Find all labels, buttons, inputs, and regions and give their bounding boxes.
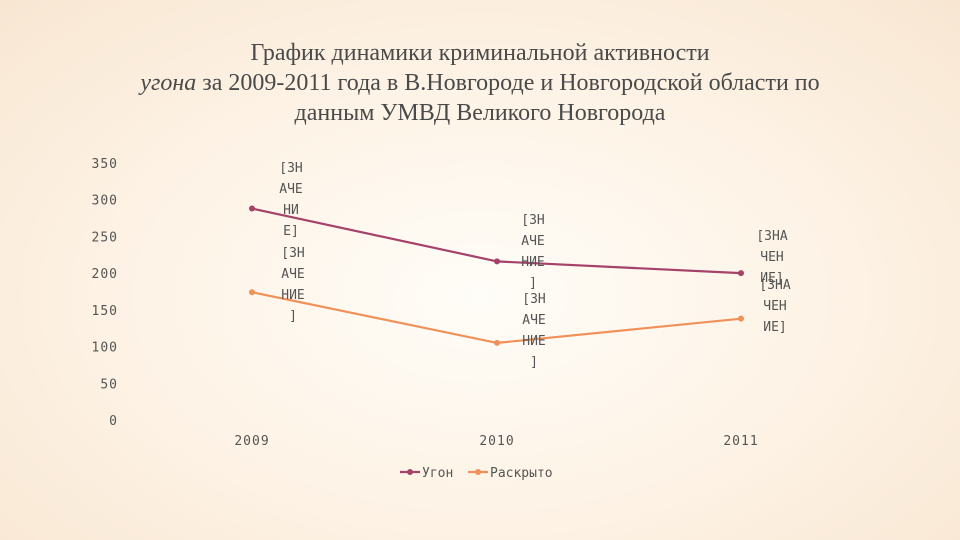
legend-label: Угон [422, 466, 453, 481]
y-tick-label: 50 [100, 377, 118, 392]
legend-item: Раскрыто [468, 466, 553, 481]
legend-marker [475, 469, 481, 475]
data-point [738, 270, 744, 277]
data-point [249, 289, 255, 296]
legend: Угон Раскрыто [400, 466, 553, 481]
data-point [249, 205, 255, 212]
x-axis: 2009 2010 2011 [234, 434, 758, 449]
x-tick-label: 2010 [479, 434, 514, 449]
data-point [738, 315, 744, 322]
y-tick-label: 100 [92, 341, 118, 356]
legend-label: Раскрыто [490, 466, 553, 481]
y-tick-label: 250 [92, 230, 118, 245]
legend-item: Угон [400, 466, 453, 481]
x-tick-label: 2009 [234, 434, 269, 449]
y-axis: 0 50 100 150 200 250 300 350 [92, 157, 118, 429]
y-tick-label: 0 [109, 414, 118, 429]
title-line-2: угона за 2009-2011 года в В.Новгороде и … [60, 68, 900, 98]
data-point [494, 258, 500, 265]
legend-marker [407, 469, 413, 475]
y-tick-label: 300 [92, 194, 118, 209]
y-tick-label: 350 [92, 157, 118, 172]
title-line-1: График динамики криминальной активности [250, 40, 710, 66]
series-layer [249, 205, 744, 346]
y-tick-label: 150 [92, 304, 118, 319]
chart-title: График динамики криминальной активности … [60, 38, 900, 128]
series-line [251, 291, 742, 345]
title-line-2-rest: за 2009-2011 года в В.Новгороде и Новгор… [196, 70, 820, 96]
y-tick-label: 200 [92, 267, 118, 282]
title-line-3: данным УМВД Великого Новгорода [294, 100, 666, 126]
data-point [494, 339, 500, 346]
x-tick-label: 2011 [723, 434, 758, 449]
title-italic-word: угона [140, 70, 197, 96]
data-labels: [ЗН АЧЕ НИ Е][ЗН АЧЕ НИЕ][ЗНА ЧЕН ИЕ][ЗН АЧЕ НИЕ]… [279, 161, 791, 370]
